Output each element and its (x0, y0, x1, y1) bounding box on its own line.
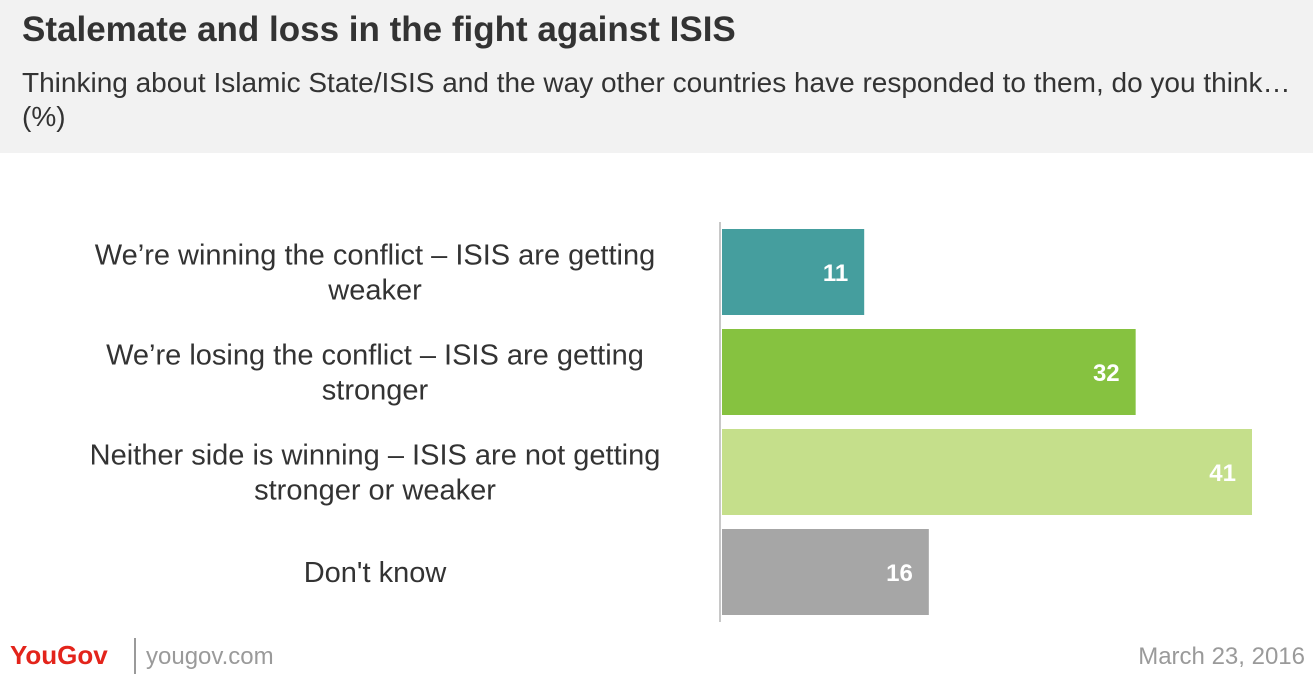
bar (722, 429, 1252, 515)
category-label-line: stronger (322, 375, 429, 407)
category-label: Don't know (304, 557, 448, 589)
category-label: We’re losing the conflict – ISIS are get… (106, 340, 644, 407)
data-label: 32 (1093, 360, 1120, 387)
category-label-line: We’re losing the conflict – ISIS are get… (106, 340, 644, 372)
category-label-line: We’re winning the conflict – ISIS are ge… (95, 240, 655, 272)
category-label-line: weaker (327, 275, 422, 307)
footer-divider (134, 638, 136, 674)
yougov-logo: YouGov (10, 640, 108, 670)
footer-date: March 23, 2016 (1138, 643, 1305, 670)
data-label: 11 (823, 260, 848, 287)
category-label: We’re winning the conflict – ISIS are ge… (95, 240, 655, 307)
footer-site-link[interactable]: yougov.com (146, 643, 274, 670)
header-band: Stalemate and loss in the fight against … (0, 0, 1313, 153)
category-label-line: Neither side is winning – ISIS are not g… (90, 440, 661, 472)
bar (722, 229, 865, 315)
chart-subtitle: Thinking about Islamic State/ISIS and th… (22, 67, 1291, 132)
data-label: 16 (886, 560, 913, 587)
bar (722, 529, 929, 615)
category-label-line: stronger or weaker (254, 475, 496, 507)
bar (722, 329, 1136, 415)
category-label: Neither side is winning – ISIS are not g… (90, 440, 661, 507)
category-label-line: Don't know (304, 557, 448, 589)
data-label: 41 (1209, 460, 1236, 487)
chart-title: Stalemate and loss in the fight against … (22, 10, 736, 49)
